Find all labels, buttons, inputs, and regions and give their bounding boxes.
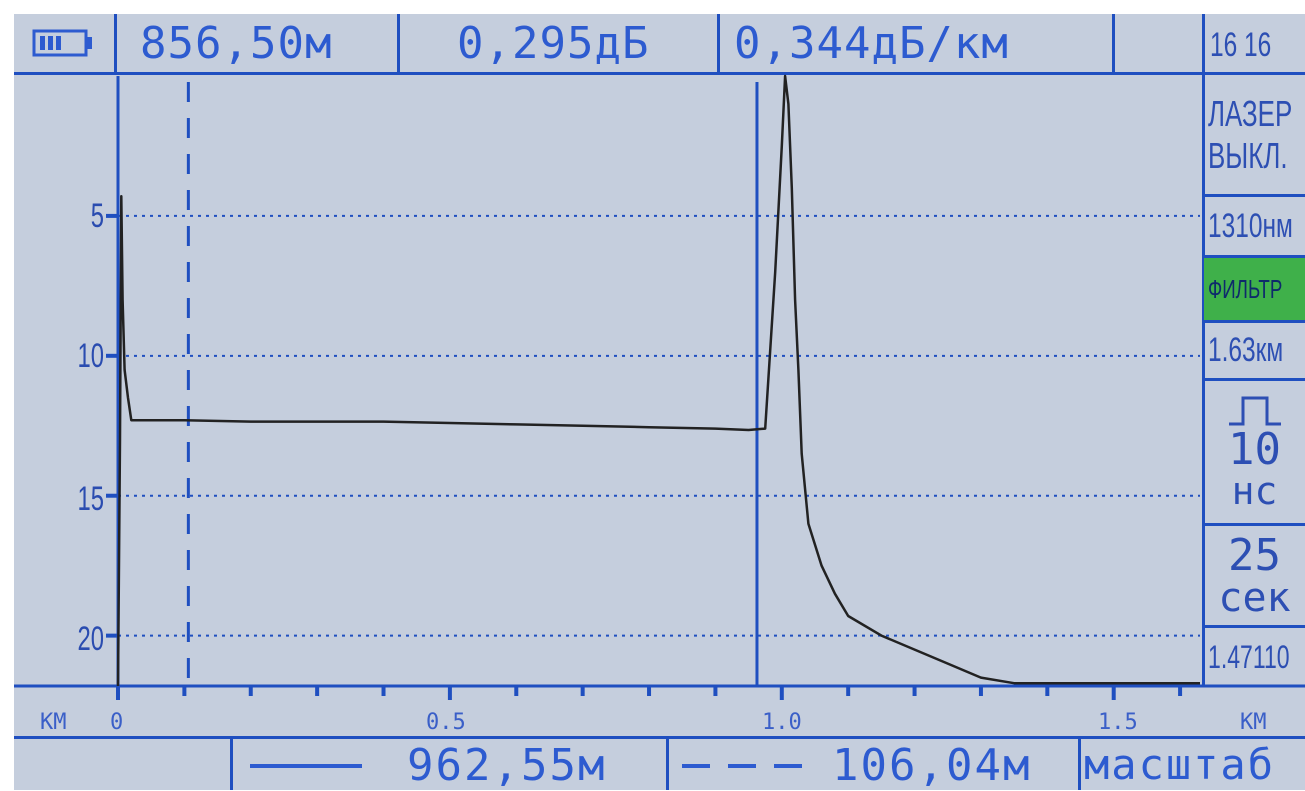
pulse-unit: нс [1231, 469, 1278, 513]
x-tick-label: 1.5 [1098, 710, 1138, 735]
pulse-width-setting[interactable]: 10 нс [1204, 381, 1305, 523]
header-sep [114, 14, 117, 74]
side-sep [1202, 194, 1305, 197]
x-tick-label: 1.0 [762, 710, 802, 735]
pulse-icon [1228, 396, 1281, 426]
header-sep [397, 14, 400, 74]
y-tick-label: 10 [77, 337, 104, 375]
bottom-sep [230, 736, 233, 790]
wavelength-setting[interactable]: 1310нм [1204, 197, 1305, 255]
y-tick-label: 5 [90, 197, 104, 235]
filter-button[interactable]: ФИЛЬТР [1204, 258, 1305, 320]
header-sep [1112, 14, 1115, 74]
bottom-sep [666, 736, 669, 790]
pulse-value: 10 [1228, 424, 1281, 475]
header-attenuation: 0,344дБ/км [734, 18, 1009, 69]
trace-plot[interactable] [14, 14, 1305, 790]
x-axis-unit-left: КМ [40, 710, 67, 735]
side-sep [1202, 523, 1305, 526]
bottom-sep [1078, 736, 1081, 790]
filter-label: ФИЛЬТР [1208, 273, 1283, 304]
scale-button[interactable]: масштаб [1084, 740, 1276, 789]
range-setting[interactable]: 1.63км [1204, 323, 1305, 378]
dashed-cursor-legend-icon [682, 764, 808, 768]
laser-status[interactable]: ЛАЗЕР ВЫКЛ. [1204, 76, 1305, 194]
y-tick-label: 15 [77, 480, 104, 518]
laser-line1: ЛАЗЕР [1208, 93, 1293, 134]
time-value: 25 [1228, 529, 1281, 581]
laser-line2: ВЫКЛ. [1208, 135, 1288, 176]
header-sep [717, 14, 720, 74]
battery-icon [32, 28, 94, 58]
side-sep [1202, 320, 1305, 323]
solid-cursor-distance: 962,55м [407, 740, 607, 790]
x-tick-label: 0 [110, 710, 124, 735]
side-panel-divider [1202, 14, 1205, 686]
bottom-divider [14, 736, 1305, 739]
time-unit: сек [1218, 574, 1291, 621]
range-value: 1.63км [1208, 331, 1284, 369]
side-sep [1202, 255, 1305, 258]
dashed-cursor-distance: 106,04м [832, 740, 1032, 790]
refractive-index-value: 1.47110 [1208, 638, 1290, 675]
x-axis-unit-right: КМ [1240, 710, 1267, 735]
header-loss: 0,295дБ [457, 18, 650, 69]
wavelength-value: 1310нм [1208, 206, 1293, 245]
header-clock: 16 16 [1210, 26, 1272, 64]
side-sep [1202, 378, 1305, 381]
otdr-screen: 856,50м 0,295дБ 0,344дБ/км 16 16 ЛАЗЕР В… [14, 14, 1305, 790]
header-distance: 856,50м [140, 18, 333, 69]
solid-cursor-legend-icon [250, 764, 362, 768]
reflectogram-trace [116, 74, 1200, 687]
y-tick-label: 20 [77, 620, 104, 658]
header-divider [14, 72, 1305, 75]
x-tick-label: 0.5 [426, 710, 466, 735]
averaging-time-setting[interactable]: 25 сек [1204, 526, 1305, 625]
side-sep [1202, 625, 1305, 628]
refractive-index-setting[interactable]: 1.47110 [1204, 628, 1305, 686]
